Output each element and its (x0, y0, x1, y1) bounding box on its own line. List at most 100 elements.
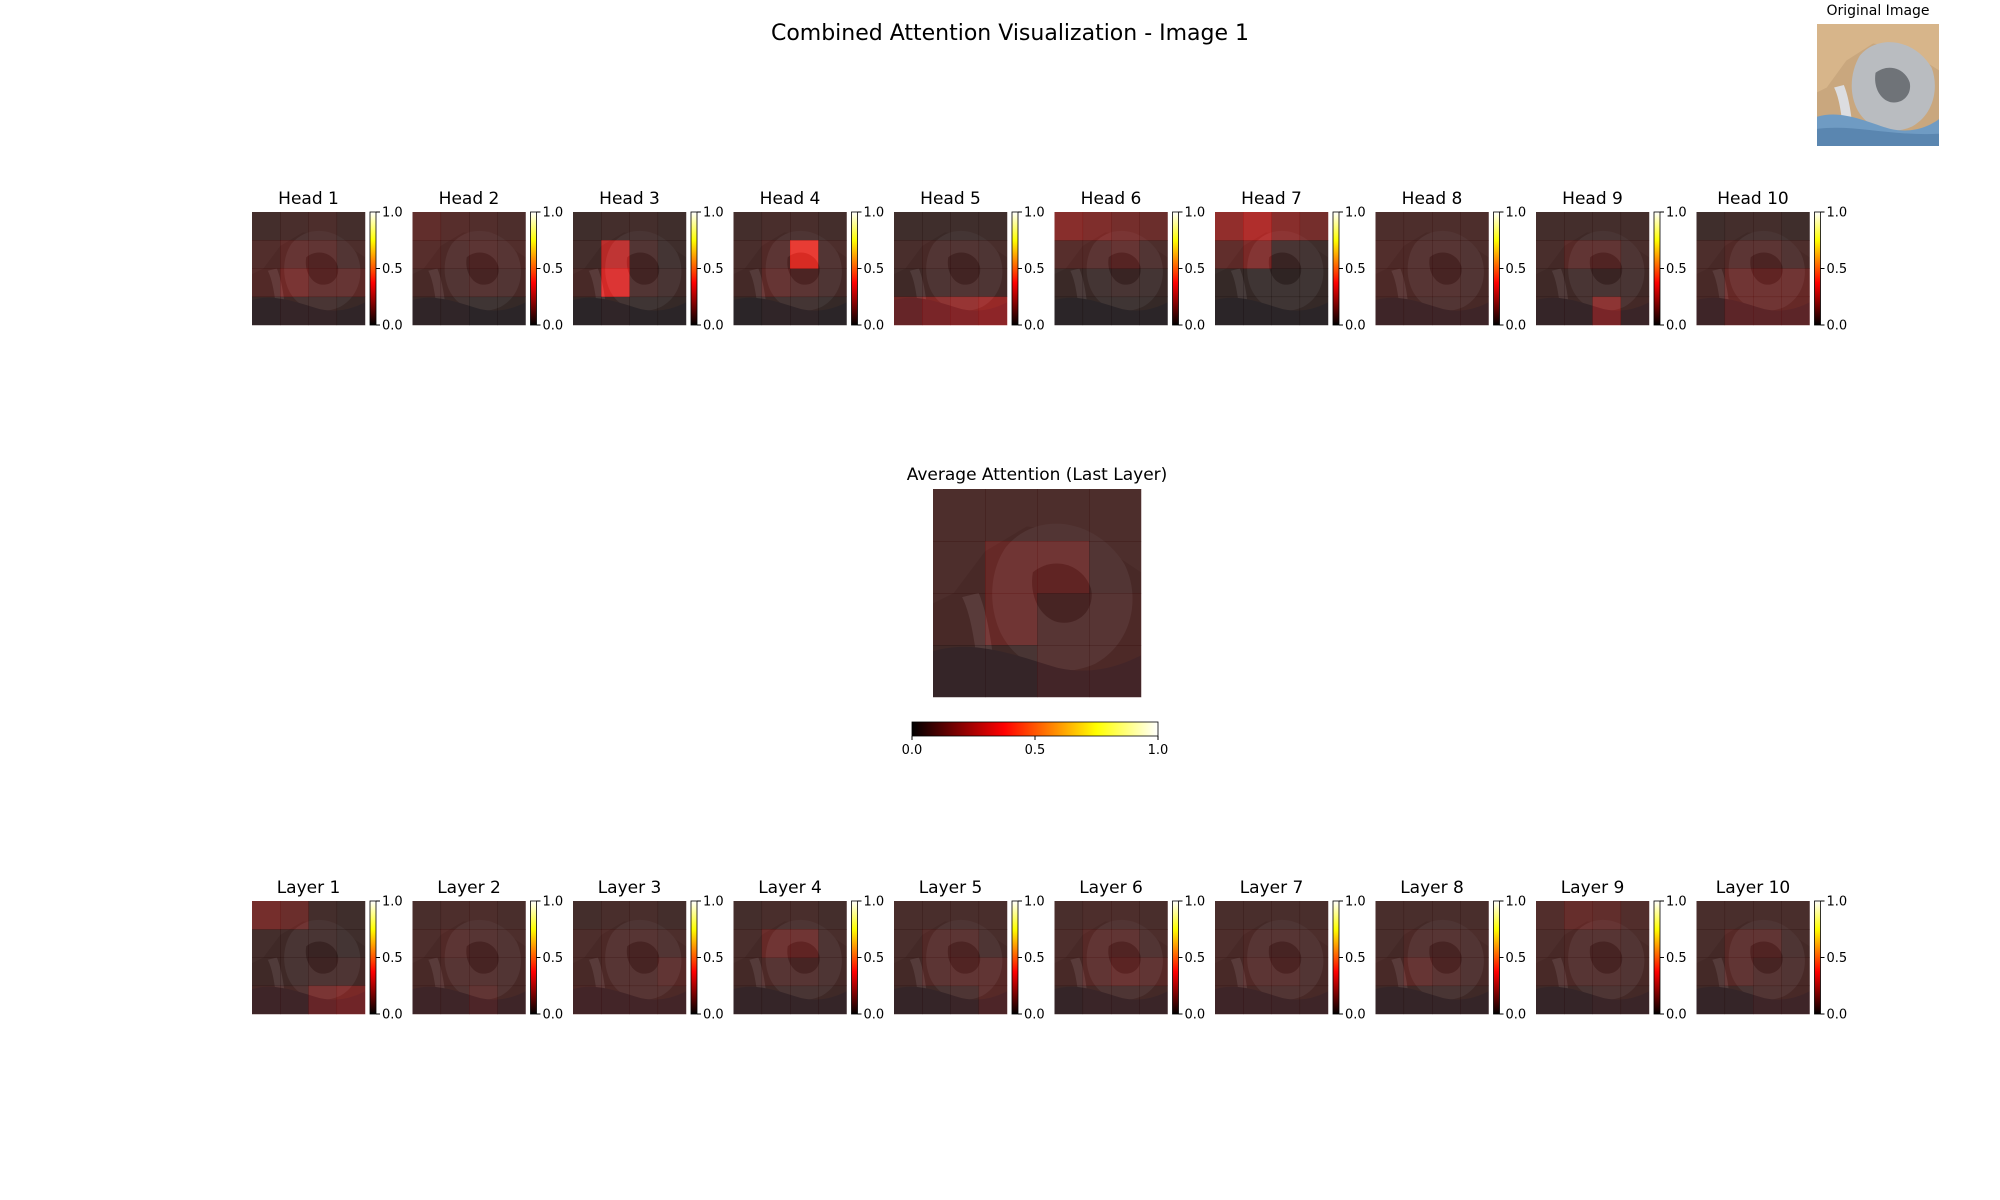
layer-9-cell (1564, 985, 1593, 1015)
head-1-cell (252, 240, 281, 269)
layer-4-cell (818, 957, 847, 987)
head-2-cell (497, 268, 526, 298)
head-2-cell (440, 240, 470, 269)
head-1-colorbar-gradient (369, 211, 377, 326)
layer-3-cell (601, 985, 630, 1015)
layer-3-cell (573, 985, 602, 1015)
layer-5-colorbar: 1.0 0.5 0.0 (1011, 895, 1045, 1023)
layer-2-cell (469, 957, 498, 987)
head-2-colorbar: 1.0 0.5 0.0 (530, 206, 563, 334)
layer-8-cell (1375, 957, 1405, 987)
layer-9-cell (1592, 957, 1622, 987)
layer-4-cell (790, 957, 819, 987)
layer-8-cell (1432, 985, 1461, 1015)
layer-7-colorbar-tick-label: 0.5 (1345, 951, 1366, 966)
layer-3-heatmap (573, 901, 687, 1015)
layer-2-cell (440, 901, 470, 930)
head-2-cell (469, 296, 498, 326)
layer-5-cell (922, 957, 951, 987)
head-4-cell (818, 240, 847, 269)
original-image (1817, 24, 1939, 146)
head-4-cell (790, 296, 819, 326)
figure-title: Combined Attention Visualization - Image… (771, 21, 1249, 46)
layer-2-cell (497, 929, 526, 958)
head-1-cell (336, 296, 366, 326)
head-6-colorbar-tick-label: 0.0 (1185, 319, 1206, 334)
layer-2-cell (440, 957, 470, 987)
head-8-colorbar-tick-label: 1.0 (1506, 206, 1527, 221)
layer-7-heatmap (1215, 901, 1329, 1015)
head-10-cell (1696, 296, 1726, 326)
layer-8-cell (1432, 957, 1461, 987)
head-7-cell (1243, 296, 1272, 326)
head-7-cell (1271, 240, 1301, 269)
layer-2-colorbar-tick-label: 0.5 (543, 951, 564, 966)
head-10-colorbar: 1.0 0.5 0.0 (1814, 206, 1847, 334)
head-8-colorbar: 1.0 0.5 0.0 (1493, 206, 1527, 334)
layer-3-cell (601, 901, 630, 930)
layer-8-cell (1460, 957, 1489, 987)
head-4-cell (790, 268, 819, 298)
head-2-cell (469, 240, 498, 269)
head-4-cell (790, 240, 819, 269)
layer-6-cell (1111, 985, 1140, 1015)
head-4-colorbar: 1.0 0.5 0.0 (851, 206, 884, 334)
layer-2-heatmap (412, 901, 526, 1015)
layer-4-colorbar-tick-label: 0.5 (864, 951, 885, 966)
head-2-cell (412, 240, 442, 269)
head-6-panel: Head 6 1.0 0.5 0.0 (1054, 189, 1206, 334)
head-6-cell (1054, 212, 1084, 241)
head-7-colorbar-tick-label: 1.0 (1345, 206, 1366, 221)
layer-4-cell (790, 929, 819, 958)
layer-10-cell (1696, 929, 1726, 958)
head-4-colorbar-gradient (851, 211, 858, 326)
layer-5-cell (922, 929, 951, 958)
layer-4-cell (733, 929, 763, 958)
average-colorbar-gradient (911, 721, 1159, 737)
head-3-heatmap (573, 212, 687, 326)
layer-8-cell (1460, 985, 1489, 1015)
head-4-cell (761, 240, 791, 269)
layer-9-cell (1620, 901, 1650, 930)
layer-7-cell (1271, 929, 1301, 958)
head-5-cell (950, 212, 980, 241)
layer-3-colorbar: 1.0 0.5 0.0 (690, 895, 724, 1023)
layer-4-cell (761, 985, 791, 1015)
head-10-cell (1724, 212, 1754, 241)
layer-4-cell (790, 901, 819, 930)
head-8-cell (1403, 296, 1433, 326)
layer-10-cell (1724, 985, 1754, 1015)
layer-7-cell (1271, 957, 1301, 987)
layer-3-cell (601, 957, 630, 987)
head-2-cell (497, 296, 526, 326)
average-cell (933, 593, 986, 646)
head-5-cell (950, 296, 980, 326)
head-7-cell (1299, 268, 1329, 298)
layer-1-colorbar-tick-label: 0.5 (382, 951, 403, 966)
layer-7-cell (1243, 929, 1272, 958)
layer-5-cell (922, 901, 951, 930)
head-1-cell (308, 240, 338, 269)
head-1-cell (336, 212, 366, 241)
layer-6-colorbar-tick-label: 1.0 (1185, 895, 1206, 910)
head-9-cell (1536, 240, 1565, 269)
head-10-cell (1781, 268, 1810, 298)
layer-3-cell (573, 929, 602, 958)
layer-9-colorbar-tick-label: 1.0 (1666, 895, 1687, 910)
layer-4-cell (761, 957, 791, 987)
layer-10-cell (1781, 929, 1810, 958)
head-5-panel: Head 5 1.0 0.5 0.0 (894, 189, 1045, 334)
layer-5-cell (978, 957, 1008, 987)
layer-8-heatmap (1375, 901, 1489, 1015)
head-1-colorbar-tick-label: 1.0 (382, 206, 403, 221)
average-attention-panel: Average Attention (Last Layer) 0.0 0.5 1.0 (902, 465, 1169, 758)
layer-1-cell (252, 957, 281, 987)
head-6-cell (1082, 296, 1112, 326)
head-9-heatmap (1536, 212, 1650, 326)
average-cell (1089, 489, 1142, 542)
head-2-cell (497, 212, 526, 241)
layer-6-colorbar-tick-label: 0.5 (1185, 951, 1206, 966)
layer-2-colorbar-tick-label: 1.0 (543, 895, 564, 910)
average-cell (933, 645, 986, 698)
head-6-cell (1139, 240, 1168, 269)
